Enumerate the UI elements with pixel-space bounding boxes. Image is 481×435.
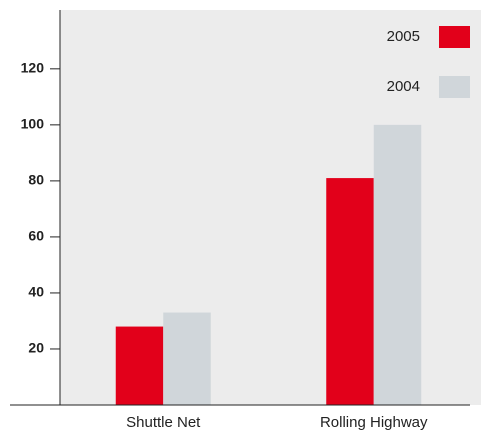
x-tick-label: Rolling Highway (320, 414, 428, 431)
bar (163, 312, 211, 405)
legend-label: 2005 (387, 28, 420, 45)
x-tick-label: Shuttle Net (126, 414, 201, 431)
y-tick-label: 80 (28, 172, 44, 188)
bar (373, 124, 422, 405)
y-tick-label: 40 (28, 284, 44, 300)
y-tick-label: 120 (21, 60, 45, 76)
legend-swatch (439, 76, 470, 98)
legend-label: 2004 (387, 78, 420, 95)
legend-swatch (439, 26, 470, 48)
bar (326, 178, 374, 405)
y-tick-label: 60 (28, 228, 44, 244)
y-tick-label: 100 (21, 116, 45, 132)
y-tick-label: 20 (28, 340, 44, 356)
bar (115, 326, 164, 405)
